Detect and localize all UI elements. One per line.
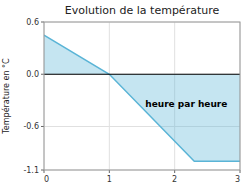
y-tick-label: 0.0 — [26, 70, 39, 79]
x-grid-line — [109, 22, 110, 170]
x-tick-label: 2 — [172, 175, 177, 184]
y-grid-line — [44, 74, 240, 75]
annotation: heure par heure — [145, 99, 227, 109]
grid — [44, 22, 240, 170]
zero-line — [44, 74, 240, 75]
line — [44, 35, 240, 161]
y-tick-label: -1.1 — [23, 166, 39, 175]
x-tick-label: 1 — [107, 175, 112, 184]
area — [44, 35, 240, 161]
axes: -1.1 -0.6 0.0 0.6 0 1 2 3 — [23, 18, 240, 185]
title: Evolution de la température — [65, 4, 220, 17]
x-tick-label: 3 — [235, 175, 240, 184]
chart: -1.1 -0.6 0.0 0.6 0 1 2 3 heure par heure Evoluti… — [0, 0, 250, 188]
chart-container: -1.1 -0.6 0.0 0.6 0 1 2 3 heure par heure Evoluti… — [0, 0, 250, 188]
y-tick-label: 0.6 — [26, 18, 39, 27]
y-axis-label: Température en °C — [1, 58, 11, 135]
series — [44, 35, 240, 161]
y-tick-label: -0.6 — [23, 122, 39, 131]
plot-background — [44, 22, 240, 170]
plot-frame — [44, 22, 240, 170]
x-tick-label: 0 — [44, 175, 49, 184]
